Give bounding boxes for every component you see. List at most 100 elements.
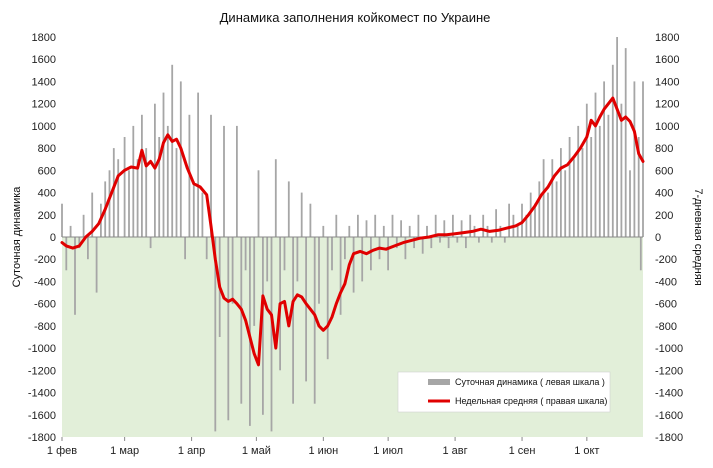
daily-bar <box>417 214 420 237</box>
daily-bar <box>400 220 402 237</box>
daily-bar <box>210 114 212 237</box>
daily-bar <box>214 237 217 432</box>
x-tick-label: 1 мар <box>110 445 139 457</box>
daily-bar <box>266 237 269 282</box>
left-tick-label: -800 <box>34 321 56 333</box>
daily-bar <box>313 237 316 404</box>
x-tick-label: 1 авг <box>443 445 468 457</box>
daily-bar <box>616 37 618 237</box>
daily-bar <box>179 81 182 238</box>
daily-bar <box>387 237 389 271</box>
daily-bar <box>374 214 377 237</box>
daily-bar <box>158 137 161 237</box>
daily-bar <box>287 181 290 237</box>
right-tick-label: -800 <box>655 321 677 333</box>
right-tick-label: 1000 <box>655 121 679 133</box>
daily-bar <box>117 159 120 237</box>
daily-bar <box>128 170 130 237</box>
daily-bar <box>503 237 506 243</box>
daily-bar <box>478 237 480 243</box>
daily-bar <box>564 170 567 237</box>
daily-bar <box>525 214 528 237</box>
daily-bar <box>456 237 459 243</box>
right-axis-ticks: 1800 1600 1400 1200 1000 800 600 400 200 0 -200 -40… <box>655 32 683 444</box>
daily-bar <box>171 64 174 237</box>
daily-bar <box>482 214 485 237</box>
legend: Суточная динамика ( левая шкала ) Недель… <box>397 371 611 413</box>
daily-bar <box>154 103 156 237</box>
daily-bar <box>123 137 126 237</box>
daily-bar <box>262 237 264 415</box>
daily-bar <box>344 237 346 260</box>
x-tick-label: 1 окт <box>574 445 599 457</box>
x-tick-label: 1 апр <box>178 445 205 457</box>
daily-bar <box>227 237 230 421</box>
daily-bar <box>469 214 472 237</box>
daily-bar <box>132 125 135 237</box>
daily-bar <box>555 181 558 237</box>
daily-bar <box>534 203 536 237</box>
daily-bar <box>391 214 394 237</box>
daily-bar <box>236 125 238 237</box>
daily-bar <box>274 159 277 237</box>
daily-bar <box>633 81 636 238</box>
daily-bar <box>495 209 497 237</box>
right-axis-label: 7-дневная средняя <box>692 188 704 285</box>
left-tick-label: -1800 <box>28 432 56 444</box>
daily-bar <box>620 103 623 237</box>
daily-bar <box>136 159 139 237</box>
daily-bar <box>205 237 208 260</box>
left-tick-label: 1800 <box>32 32 56 44</box>
daily-bar <box>508 203 510 237</box>
right-tick-label: -1600 <box>655 410 683 422</box>
right-tick-label: 1400 <box>655 76 679 88</box>
daily-bar <box>61 203 63 237</box>
x-axis-ticks: 1 фев 1 мар 1 апр 1 май 1 июн 1 июл 1 авг 1 сен… <box>47 437 599 457</box>
daily-bar <box>585 103 588 237</box>
daily-bar <box>335 214 338 237</box>
daily-bar <box>430 237 433 249</box>
daily-bar <box>162 92 165 237</box>
left-tick-label: 0 <box>50 232 56 244</box>
daily-bar <box>611 64 614 237</box>
daily-bar <box>331 237 333 271</box>
right-tick-label: -1200 <box>655 365 683 377</box>
right-tick-label: -200 <box>655 254 677 266</box>
left-tick-label: -200 <box>34 254 56 266</box>
daily-bar <box>637 137 640 237</box>
left-tick-label: -1000 <box>28 343 56 355</box>
daily-bar <box>292 237 294 404</box>
left-tick-label: -1600 <box>28 410 56 422</box>
right-tick-label: -1400 <box>655 388 683 400</box>
left-tick-label: -1400 <box>28 388 56 400</box>
left-axis-ticks: 1800 1600 1400 1200 1000 800 600 400 200 0 -200 -40… <box>28 32 56 444</box>
left-tick-label: 1600 <box>32 54 56 66</box>
daily-bar <box>305 237 307 382</box>
daily-bar <box>408 225 411 237</box>
left-tick-label: 1400 <box>32 76 56 88</box>
daily-bar <box>382 225 385 237</box>
daily-bar <box>112 148 115 237</box>
legend-bar-swatch <box>428 379 450 385</box>
daily-bar <box>322 225 325 237</box>
daily-bar <box>370 237 372 271</box>
right-tick-label: 0 <box>655 232 661 244</box>
daily-bar <box>91 192 94 237</box>
daily-bar <box>141 114 143 237</box>
daily-bar <box>253 237 256 326</box>
x-tick-label: 1 май <box>242 445 271 457</box>
right-tick-label: 200 <box>655 210 673 222</box>
daily-bar <box>538 181 541 237</box>
left-tick-label: 200 <box>38 210 56 222</box>
daily-bar <box>318 237 320 304</box>
daily-bar <box>499 225 502 237</box>
daily-bar <box>166 125 169 237</box>
daily-bar <box>516 225 519 237</box>
daily-bar <box>69 225 72 237</box>
daily-bar <box>87 237 89 260</box>
legend-line-label: Недельная средняя ( правая шкала) <box>455 396 607 406</box>
left-tick-label: -600 <box>34 299 56 311</box>
daily-bar <box>149 237 152 249</box>
x-tick-label: 1 сен <box>509 445 536 457</box>
daily-bar <box>421 237 424 254</box>
